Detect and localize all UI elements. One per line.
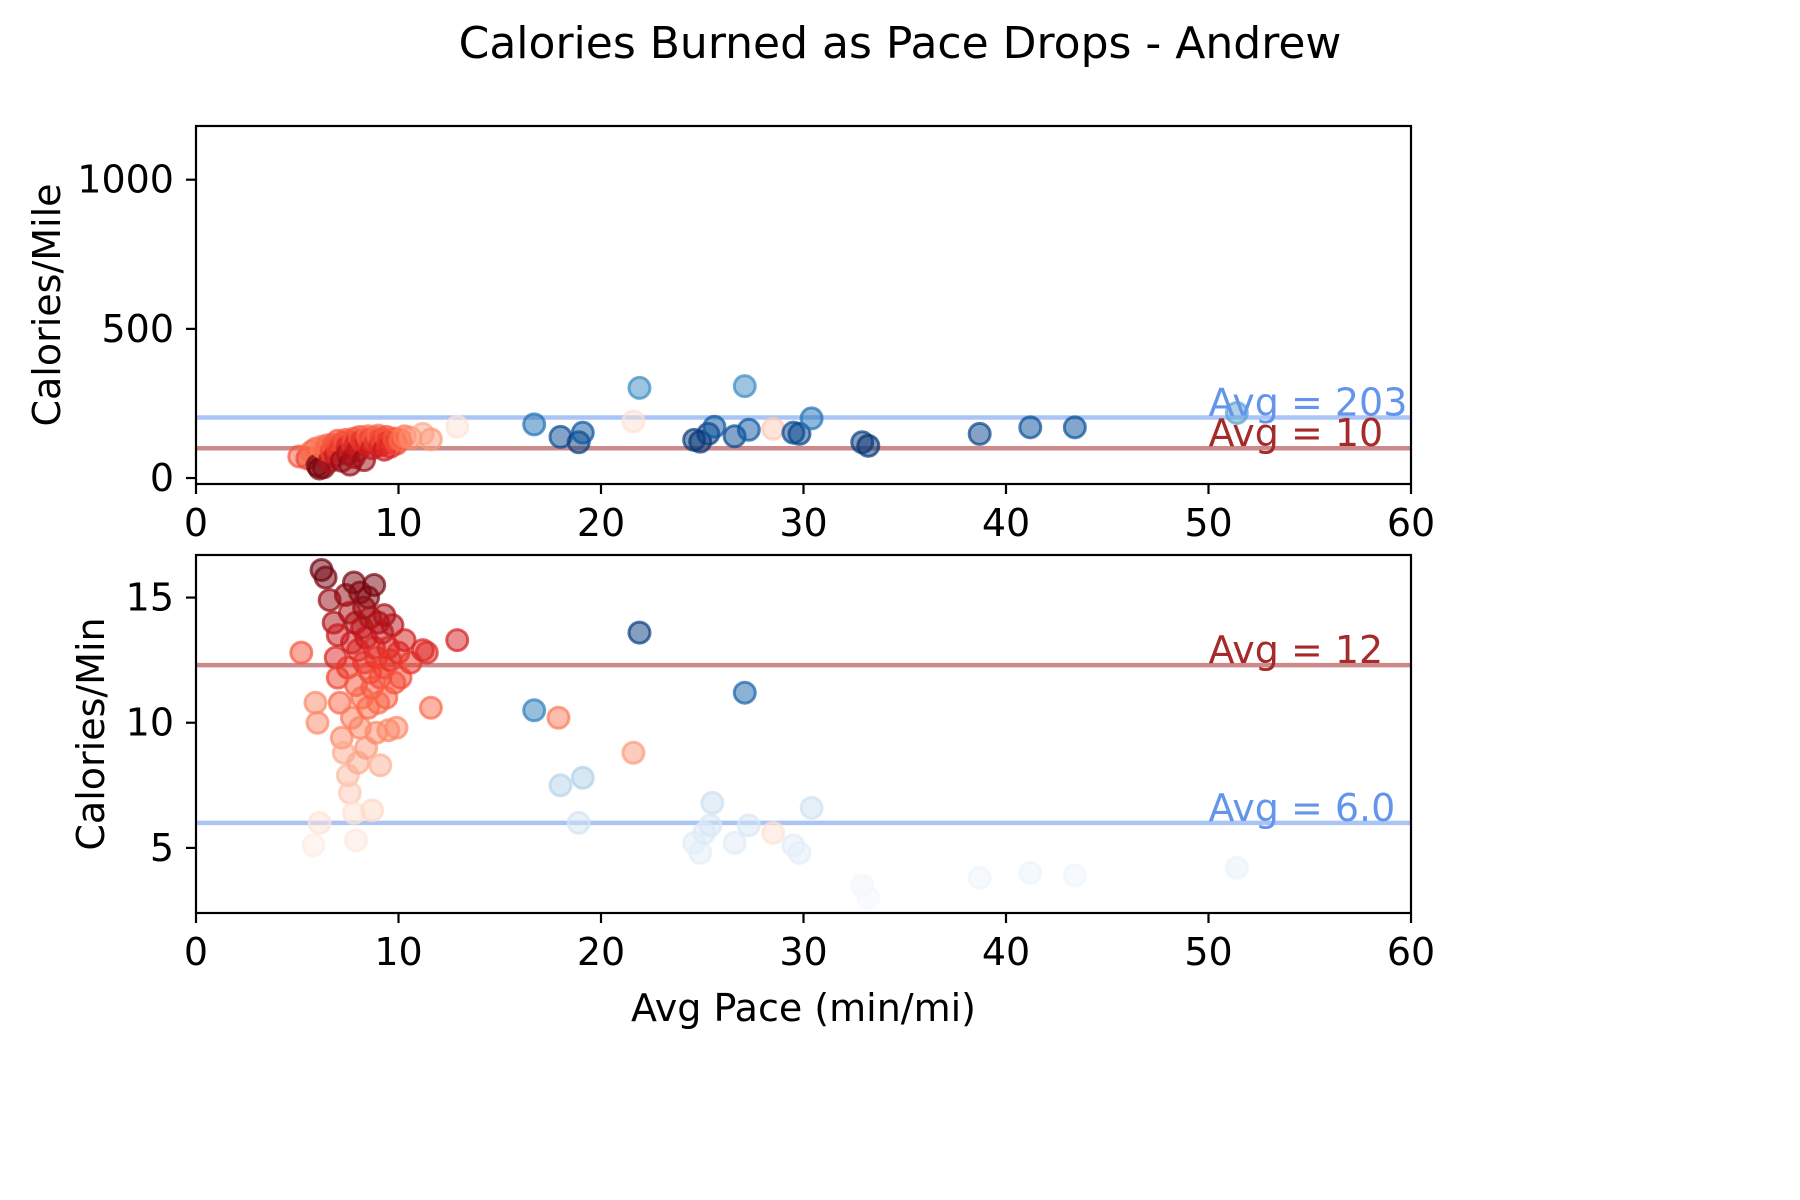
data-point bbox=[313, 565, 338, 590]
data-point bbox=[736, 417, 761, 442]
x-tick-label: 40 bbox=[982, 501, 1030, 545]
data-point bbox=[787, 840, 812, 865]
data-point bbox=[384, 715, 409, 740]
data-point bbox=[360, 798, 385, 823]
x-tick-label: 60 bbox=[1387, 930, 1435, 974]
x-tick-label: 30 bbox=[779, 930, 827, 974]
average-label: Avg = 203 bbox=[1209, 380, 1408, 424]
data-point bbox=[566, 810, 591, 835]
data-point bbox=[414, 640, 439, 665]
data-point bbox=[761, 820, 786, 845]
x-tick-label: 20 bbox=[577, 501, 625, 545]
average-label: Avg = 6.0 bbox=[1209, 786, 1396, 830]
data-point bbox=[722, 830, 747, 855]
data-point bbox=[732, 680, 757, 705]
data-point bbox=[343, 828, 368, 853]
x-axis-label: Avg Pace (min/mi) bbox=[631, 986, 976, 1030]
top-x-axis-ticks: 0 10 20 30 40 50 60 bbox=[184, 484, 1435, 545]
x-tick-label: 0 bbox=[184, 501, 208, 545]
y-tick-label: 5 bbox=[150, 826, 174, 870]
data-point bbox=[368, 753, 393, 778]
data-point bbox=[799, 406, 824, 431]
x-tick-label: 50 bbox=[1184, 930, 1232, 974]
bottom-y-axis-label: Calories/Min bbox=[69, 617, 113, 850]
data-point bbox=[307, 810, 332, 835]
data-point bbox=[799, 795, 824, 820]
x-tick-label: 10 bbox=[374, 501, 422, 545]
data-point bbox=[761, 416, 786, 441]
x-tick-label: 0 bbox=[184, 930, 208, 974]
bottom-y-axis-ticks: 5 10 15 bbox=[126, 576, 196, 870]
data-point bbox=[1018, 415, 1043, 440]
data-point bbox=[856, 433, 881, 458]
data-point bbox=[732, 374, 757, 399]
data-point bbox=[787, 421, 812, 446]
data-point bbox=[303, 690, 328, 715]
data-point bbox=[698, 813, 723, 838]
data-point bbox=[418, 695, 443, 720]
bottom-x-axis-ticks: 0 10 20 30 40 50 60 bbox=[184, 913, 1435, 974]
data-point bbox=[418, 427, 443, 452]
top-y-axis-label: Calories/Mile bbox=[25, 183, 69, 426]
data-point bbox=[305, 710, 330, 735]
top-scatter-points bbox=[287, 374, 1249, 481]
data-point bbox=[1062, 415, 1087, 440]
data-point bbox=[546, 705, 571, 730]
data-point bbox=[967, 421, 992, 446]
y-tick-label: 15 bbox=[126, 576, 174, 620]
data-point bbox=[548, 773, 573, 798]
data-point bbox=[627, 375, 652, 400]
y-tick-label: 1000 bbox=[77, 158, 174, 202]
data-point bbox=[688, 840, 713, 865]
x-tick-label: 40 bbox=[982, 930, 1030, 974]
chart-title: Calories Burned as Pace Drops - Andrew bbox=[459, 18, 1342, 69]
average-label: Avg = 12 bbox=[1209, 628, 1384, 672]
data-point bbox=[621, 409, 646, 434]
data-point bbox=[736, 813, 761, 838]
data-point bbox=[362, 573, 387, 598]
data-point bbox=[856, 885, 881, 910]
x-tick-label: 20 bbox=[577, 930, 625, 974]
average-label: Avg = 10 bbox=[1209, 411, 1384, 455]
data-point bbox=[522, 698, 547, 723]
x-tick-label: 30 bbox=[779, 501, 827, 545]
data-point bbox=[301, 833, 326, 858]
data-point bbox=[700, 790, 725, 815]
bottom-scatter-points bbox=[289, 558, 1249, 910]
data-point bbox=[392, 628, 417, 653]
data-point bbox=[445, 414, 470, 439]
data-point bbox=[1224, 855, 1249, 880]
data-point bbox=[337, 780, 362, 805]
x-tick-label: 50 bbox=[1184, 501, 1232, 545]
data-point bbox=[445, 628, 470, 653]
data-point bbox=[289, 640, 314, 665]
y-tick-label: 500 bbox=[101, 307, 174, 351]
data-point bbox=[570, 420, 595, 445]
data-point bbox=[570, 765, 595, 790]
bottom-scatter-panel: Avg = 12 Avg = 6.0 0 10 20 30 40 50 60 5 10 15 Ca… bbox=[69, 553, 1435, 1030]
data-point bbox=[621, 740, 646, 765]
data-point bbox=[627, 620, 652, 645]
data-point bbox=[967, 865, 992, 890]
data-point bbox=[522, 412, 547, 437]
top-y-axis-ticks: 0 500 1000 bbox=[77, 158, 196, 500]
data-point bbox=[1224, 400, 1249, 425]
y-tick-label: 0 bbox=[150, 456, 174, 500]
data-point bbox=[1018, 860, 1043, 885]
data-point bbox=[702, 414, 727, 439]
data-point bbox=[1062, 863, 1087, 888]
bottom-average-labels: Avg = 12 Avg = 6.0 bbox=[1209, 628, 1396, 830]
y-tick-label: 10 bbox=[126, 701, 174, 745]
x-tick-label: 60 bbox=[1387, 501, 1435, 545]
x-tick-label: 10 bbox=[374, 930, 422, 974]
